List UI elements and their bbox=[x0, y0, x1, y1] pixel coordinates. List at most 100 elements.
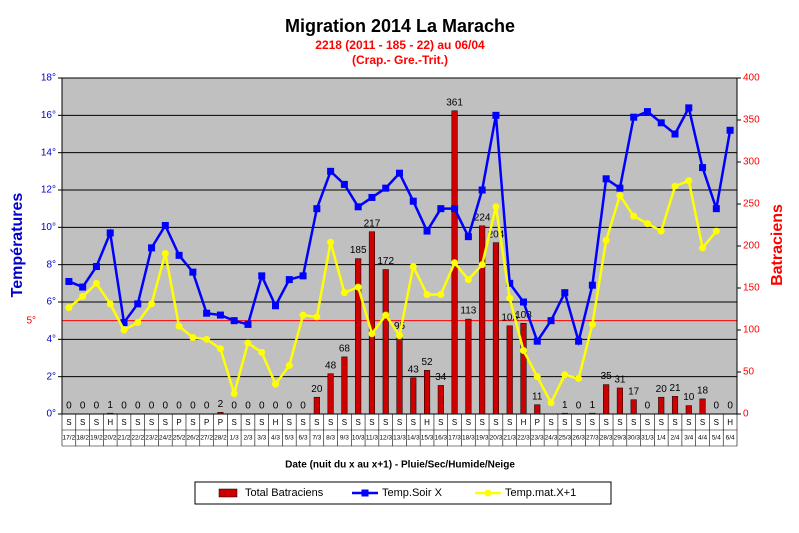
weather-label: S bbox=[438, 418, 443, 427]
data-label: 0 bbox=[714, 401, 720, 412]
data-label: 0 bbox=[121, 401, 127, 412]
data-label: 113 bbox=[460, 306, 476, 317]
marker bbox=[519, 298, 527, 306]
x-axis-label: Date (nuit du x au x+1) - Pluie/Sec/Humi… bbox=[285, 460, 515, 471]
x-tick-label: 29/3 bbox=[614, 435, 627, 442]
marker bbox=[92, 263, 100, 271]
marker bbox=[327, 238, 335, 246]
bar bbox=[479, 225, 486, 415]
x-tick-label: 11/3 bbox=[366, 435, 379, 442]
x-tick-label: 20/3 bbox=[490, 435, 503, 442]
marker bbox=[189, 268, 197, 276]
data-label: 52 bbox=[421, 357, 433, 368]
marker bbox=[382, 184, 390, 192]
y2-tick-label: 150 bbox=[743, 283, 760, 294]
y2-tick-label: 200 bbox=[743, 241, 760, 252]
data-label: 361 bbox=[446, 97, 463, 108]
bar bbox=[589, 412, 596, 415]
data-label: 0 bbox=[135, 401, 141, 412]
marker bbox=[244, 339, 252, 347]
bar bbox=[506, 325, 513, 415]
x-tick-label: 21/2 bbox=[118, 435, 131, 442]
weather-label: S bbox=[507, 418, 512, 427]
marker bbox=[561, 289, 569, 297]
x-tick-label: 23/3 bbox=[531, 435, 544, 442]
marker bbox=[616, 192, 624, 200]
weather-label: S bbox=[672, 418, 677, 427]
marker bbox=[340, 180, 348, 188]
weather-label: S bbox=[232, 418, 237, 427]
weather-label: S bbox=[617, 418, 622, 427]
marker bbox=[382, 311, 390, 319]
data-label: 11 bbox=[532, 391, 543, 402]
marker bbox=[685, 104, 693, 112]
weather-label: S bbox=[452, 418, 457, 427]
x-tick-label: 24/3 bbox=[545, 435, 558, 442]
data-label: 17 bbox=[628, 386, 640, 397]
data-label: 31 bbox=[614, 375, 626, 386]
y-tick-label: 4° bbox=[46, 334, 56, 345]
weather-label: S bbox=[411, 418, 416, 427]
marker bbox=[299, 272, 307, 280]
x-tick-label: 2/4 bbox=[670, 435, 679, 442]
marker bbox=[630, 212, 638, 220]
y2-tick-label: 350 bbox=[743, 115, 760, 126]
marker bbox=[506, 279, 514, 287]
bar bbox=[616, 387, 623, 415]
weather-label: S bbox=[190, 418, 195, 427]
weather-label: P bbox=[204, 418, 209, 427]
x-tick-label: 25/2 bbox=[173, 435, 186, 442]
marker bbox=[478, 186, 486, 194]
weather-label: H bbox=[521, 418, 527, 427]
x-tick-label: 13/3 bbox=[393, 435, 406, 442]
data-label: 48 bbox=[325, 360, 337, 371]
x-tick-label: 22/3 bbox=[517, 435, 530, 442]
y-tick-label: 2° bbox=[46, 371, 56, 382]
marker bbox=[106, 300, 114, 308]
weather-label: S bbox=[369, 418, 374, 427]
legend-marker bbox=[484, 489, 492, 497]
marker bbox=[148, 300, 156, 308]
x-tick-label: 3/4 bbox=[684, 435, 693, 442]
weather-label: H bbox=[273, 418, 279, 427]
y-tick-label: 8° bbox=[46, 259, 56, 270]
y2-axis-label: Batraciens bbox=[769, 204, 786, 286]
data-label: 0 bbox=[204, 401, 210, 412]
marker bbox=[396, 332, 403, 340]
x-tick-label: 14/3 bbox=[407, 435, 420, 442]
data-label: 0 bbox=[94, 401, 100, 412]
marker bbox=[451, 259, 459, 267]
marker bbox=[506, 294, 514, 302]
weather-label: S bbox=[397, 418, 402, 427]
weather-label: S bbox=[590, 418, 595, 427]
data-label: 224 bbox=[474, 212, 491, 223]
marker bbox=[299, 311, 307, 319]
marker bbox=[368, 330, 376, 338]
marker bbox=[230, 389, 238, 397]
x-tick-label: 9/3 bbox=[340, 435, 349, 442]
x-tick-label: 4/4 bbox=[698, 435, 707, 442]
marker bbox=[216, 311, 224, 319]
bar bbox=[341, 356, 348, 415]
chart-title: Migration 2014 La Marache bbox=[285, 16, 515, 36]
data-label: 95 bbox=[394, 321, 406, 332]
data-label: 0 bbox=[66, 401, 72, 412]
marker bbox=[437, 291, 445, 299]
data-label: 20 bbox=[311, 384, 323, 395]
marker bbox=[630, 113, 638, 121]
x-tick-label: 28/3 bbox=[600, 435, 613, 442]
legend-swatch bbox=[218, 488, 238, 498]
weather-label: S bbox=[135, 418, 140, 427]
marker bbox=[216, 345, 224, 353]
x-tick-label: 12/3 bbox=[379, 435, 392, 442]
y-axis-label: Températures bbox=[9, 193, 26, 298]
weather-label: S bbox=[576, 418, 581, 427]
weather-label: S bbox=[603, 418, 608, 427]
data-label: 0 bbox=[300, 401, 306, 412]
x-tick-label: 31/3 bbox=[641, 435, 654, 442]
weather-label: S bbox=[548, 418, 553, 427]
marker bbox=[79, 283, 87, 291]
marker bbox=[327, 167, 335, 175]
marker bbox=[602, 175, 610, 183]
